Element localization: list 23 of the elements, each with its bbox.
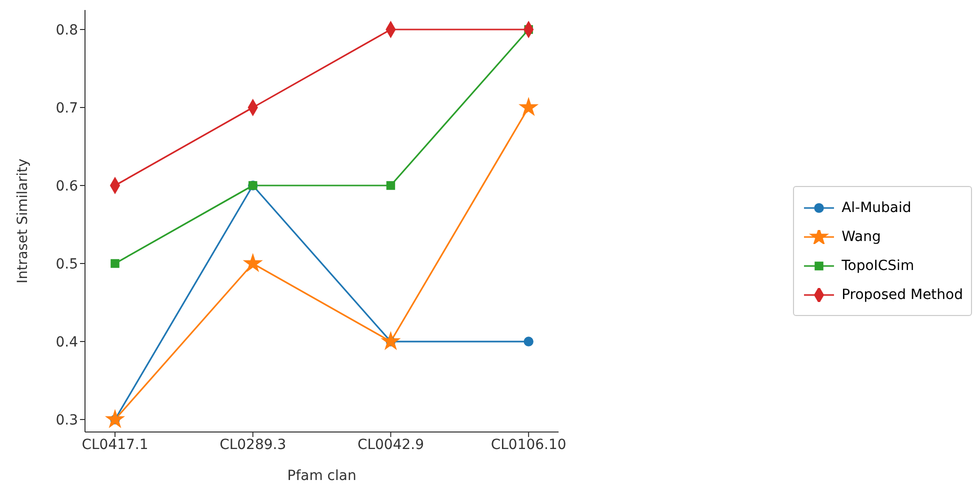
- y-tick-label: 0.7: [56, 100, 78, 116]
- x-tick-label: CL0042.9: [357, 436, 424, 453]
- x-tick-label: CL0106.10: [490, 436, 566, 453]
- point: [110, 259, 120, 268]
- legend-label: Al-Mubaid: [842, 200, 912, 216]
- y-tick-label: 0.5: [56, 256, 78, 272]
- point: [244, 254, 262, 272]
- point: [386, 181, 396, 190]
- y-tick-label: 0.3: [56, 412, 78, 428]
- legend-label: Proposed Method: [842, 286, 963, 302]
- point: [382, 332, 400, 350]
- y-tick-label: 0.6: [56, 178, 78, 194]
- y-tick-label: 0.4: [56, 334, 78, 350]
- y-tick-label: 0.8: [56, 22, 78, 38]
- legend-label: Wang: [842, 228, 881, 244]
- point: [520, 98, 538, 116]
- y-axis-title: Intraset Similarity: [14, 158, 31, 284]
- point: [106, 410, 124, 428]
- legend-label: TopoICSim: [842, 258, 914, 274]
- point: [524, 336, 534, 346]
- x-tick-label: CL0417.1: [82, 436, 148, 453]
- x-axis-title: Pfam clan: [287, 468, 356, 484]
- x-tick-label: CL0289.3: [220, 436, 286, 453]
